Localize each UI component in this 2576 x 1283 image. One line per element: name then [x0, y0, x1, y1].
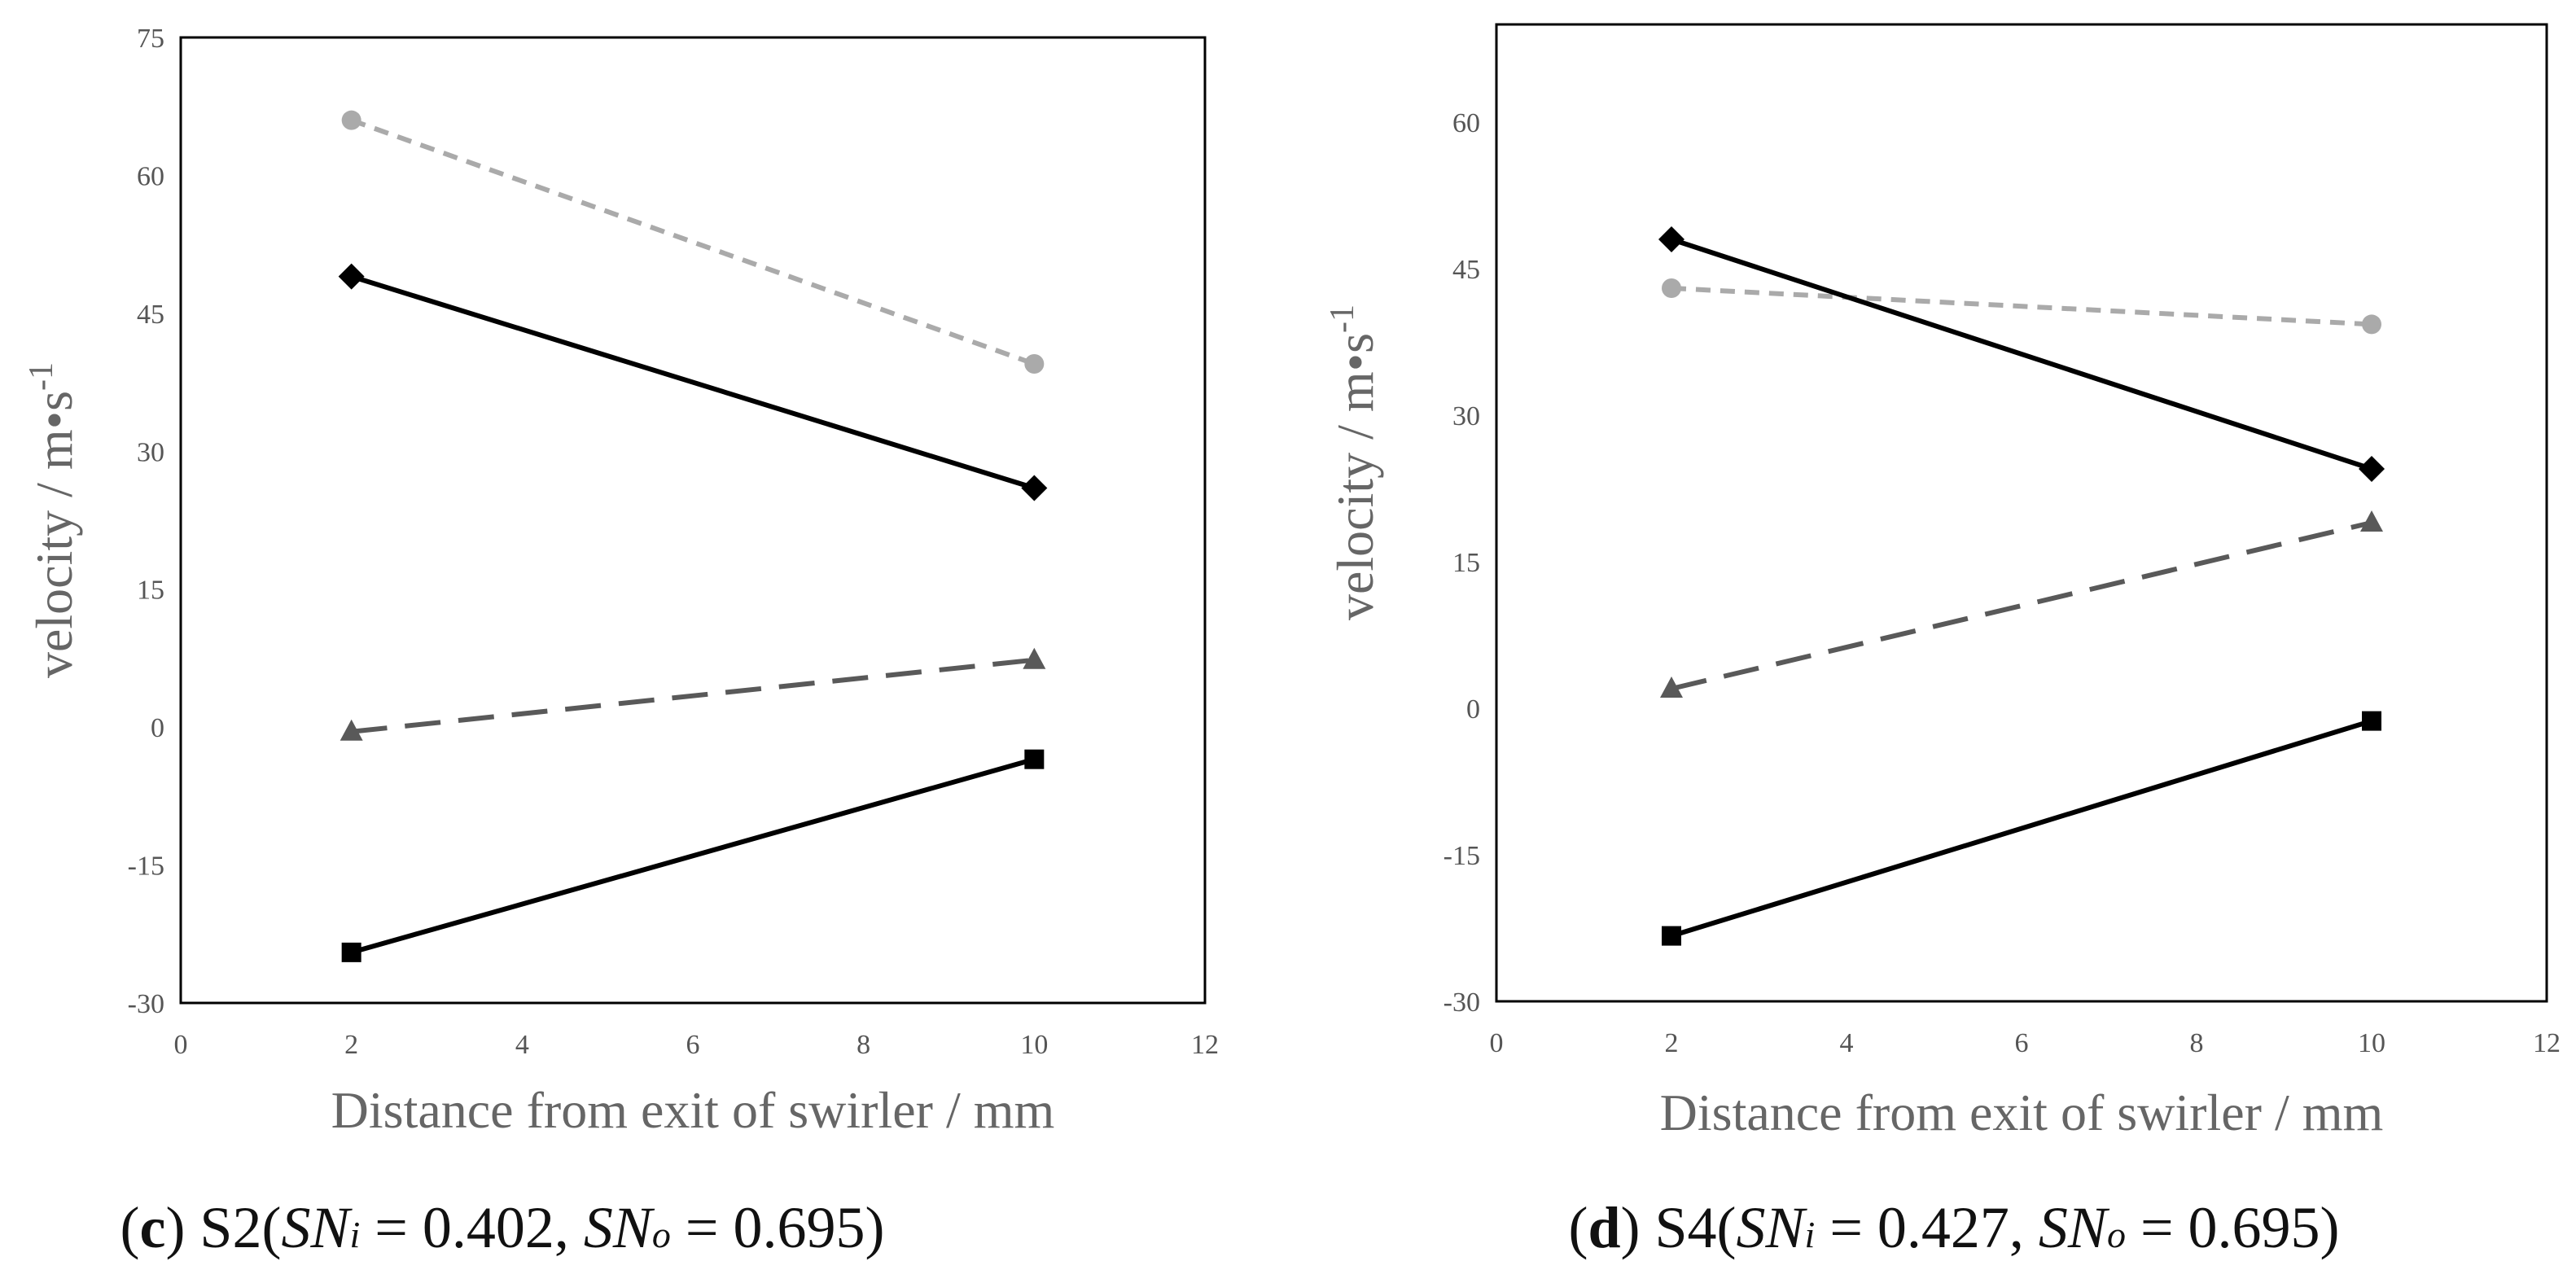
- chart-panel-d: 0 2 4 6 8 10 12 -30 -15 0 15 30 45 60 Distance from …: [1324, 23, 2561, 1260]
- diamond-series-line: [350, 274, 1036, 491]
- circle-series-point: [2362, 314, 2381, 335]
- y-tick-label: 45: [1452, 255, 1480, 285]
- x-tick-label: 2: [1665, 1028, 1679, 1058]
- plot-frame: [179, 36, 1207, 1005]
- square-series-point: [1662, 926, 1681, 946]
- y-axis-label-text: velocity / m•s: [25, 391, 83, 678]
- x-tick-label: 12: [2533, 1028, 2561, 1058]
- y-tick-label: -15: [128, 852, 164, 882]
- diamond-series-point: [1021, 475, 1048, 501]
- caption-sni-value: = 0.427,: [1815, 1195, 2039, 1260]
- caption-sno-label: SN: [2039, 1195, 2110, 1260]
- diamond-series-point: [2359, 456, 2385, 482]
- y-axis-label: velocity / m•s-1: [23, 362, 83, 678]
- square-series-point: [2362, 711, 2381, 731]
- caption-sni-sub: i: [1805, 1214, 1816, 1255]
- circle-series-point: [1662, 278, 1681, 298]
- y-tick-labels: -30 -15 0 15 30 45 60: [1444, 108, 1480, 1018]
- x-tick-label: 10: [2358, 1028, 2385, 1058]
- caption-close-paren: ): [1620, 1195, 1640, 1260]
- caption-prefix: S4(: [1640, 1195, 1736, 1260]
- triangle-series-point: [1023, 647, 1046, 669]
- panel-caption: (d) S4(SNi = 0.427, SNo = 0.695): [1568, 1195, 2339, 1260]
- square-series-line: [350, 756, 1036, 955]
- x-tick-label: 6: [686, 1030, 700, 1060]
- triangle-series-line: [351, 657, 1035, 734]
- caption-letter: c: [139, 1195, 165, 1260]
- caption-sno-value: = 0.695): [671, 1195, 885, 1260]
- caption-sni-label: SN: [1737, 1195, 1808, 1260]
- x-tick-label: 8: [856, 1030, 870, 1060]
- y-tick-label: 0: [1466, 694, 1480, 725]
- y-tick-label: 0: [151, 713, 164, 743]
- diamond-series-point: [1658, 226, 1684, 252]
- caption-close-paren: ): [165, 1195, 185, 1260]
- y-tick-label: -30: [1444, 987, 1480, 1018]
- y-tick-labels: -30 -15 0 15 30 45 60 75: [128, 24, 164, 1019]
- y-tick-label: -30: [128, 989, 164, 1019]
- y-axis-label-superscript: -1: [1324, 304, 1361, 333]
- y-tick-label: 60: [137, 161, 164, 191]
- x-tick-label: 0: [174, 1030, 188, 1060]
- y-tick-label: 45: [137, 300, 164, 330]
- x-axis-label: Distance from exit of swirler / mm: [1660, 1084, 2384, 1141]
- caption-letter: d: [1588, 1195, 1620, 1260]
- caption-sni-sub: i: [349, 1214, 360, 1255]
- triangle-series-line: [1671, 520, 2372, 691]
- square-series-point: [1024, 749, 1045, 769]
- chart-panel-c: 0 2 4 6 8 10 12 -30 -15 0 15 30 45 60 75 Distance fro…: [23, 24, 1219, 1260]
- x-tick-labels: 0 2 4 6 8 10 12: [174, 1030, 1220, 1060]
- diamond-series-point: [338, 263, 365, 290]
- square-series-point: [341, 942, 361, 962]
- x-tick-label: 4: [515, 1030, 529, 1060]
- circle-series-line: [350, 117, 1036, 366]
- y-tick-label: 15: [137, 576, 164, 606]
- caption-sno-sub: o: [652, 1214, 671, 1255]
- y-tick-label: 60: [1452, 108, 1480, 138]
- triangle-series-point: [2360, 510, 2383, 532]
- caption-sno-sub: o: [2107, 1214, 2126, 1255]
- y-axis-label-superscript: -1: [23, 362, 60, 391]
- caption-sni-value: = 0.402,: [360, 1195, 584, 1260]
- y-tick-label: 30: [137, 437, 164, 467]
- y-axis-label-text: velocity / m•s: [1326, 333, 1384, 620]
- y-tick-label: 75: [137, 24, 164, 54]
- plot-frame: [1495, 23, 2548, 1003]
- caption-prefix: S2(: [185, 1195, 281, 1260]
- y-axis-label: velocity / m•s-1: [1324, 304, 1384, 620]
- caption-sno-label: SN: [584, 1195, 655, 1260]
- x-tick-label: 0: [1490, 1028, 1504, 1058]
- series-group: [1658, 226, 2385, 946]
- x-tick-label: 8: [2190, 1028, 2204, 1058]
- caption-open-paren: (: [120, 1195, 139, 1260]
- x-tick-label: 6: [2015, 1028, 2029, 1058]
- y-tick-label: 30: [1452, 401, 1480, 431]
- series-group: [338, 110, 1048, 962]
- x-tick-label: 4: [1840, 1028, 1854, 1058]
- diamond-series-line: [1671, 237, 2372, 471]
- caption-sni-label: SN: [281, 1195, 353, 1260]
- y-tick-label: -15: [1444, 841, 1480, 871]
- caption-open-paren: (: [1568, 1195, 1588, 1260]
- y-tick-label: 15: [1452, 548, 1480, 578]
- x-tick-label: 10: [1020, 1030, 1048, 1060]
- x-tick-labels: 0 2 4 6 8 10 12: [1490, 1028, 2561, 1058]
- caption-sno-value: = 0.695): [2126, 1195, 2340, 1260]
- circle-series-point: [341, 110, 361, 130]
- x-tick-label: 2: [344, 1030, 358, 1060]
- triangle-series-point: [340, 719, 363, 741]
- panel-caption: (c) S2(SNi = 0.402, SNo = 0.695): [120, 1195, 884, 1260]
- x-axis-label: Distance from exit of swirler / mm: [331, 1081, 1055, 1139]
- circle-series-line: [1671, 286, 2372, 327]
- x-tick-label: 12: [1191, 1030, 1219, 1060]
- circle-series-point: [1024, 353, 1045, 374]
- square-series-line: [1671, 718, 2372, 939]
- triangle-series-point: [1660, 677, 1683, 698]
